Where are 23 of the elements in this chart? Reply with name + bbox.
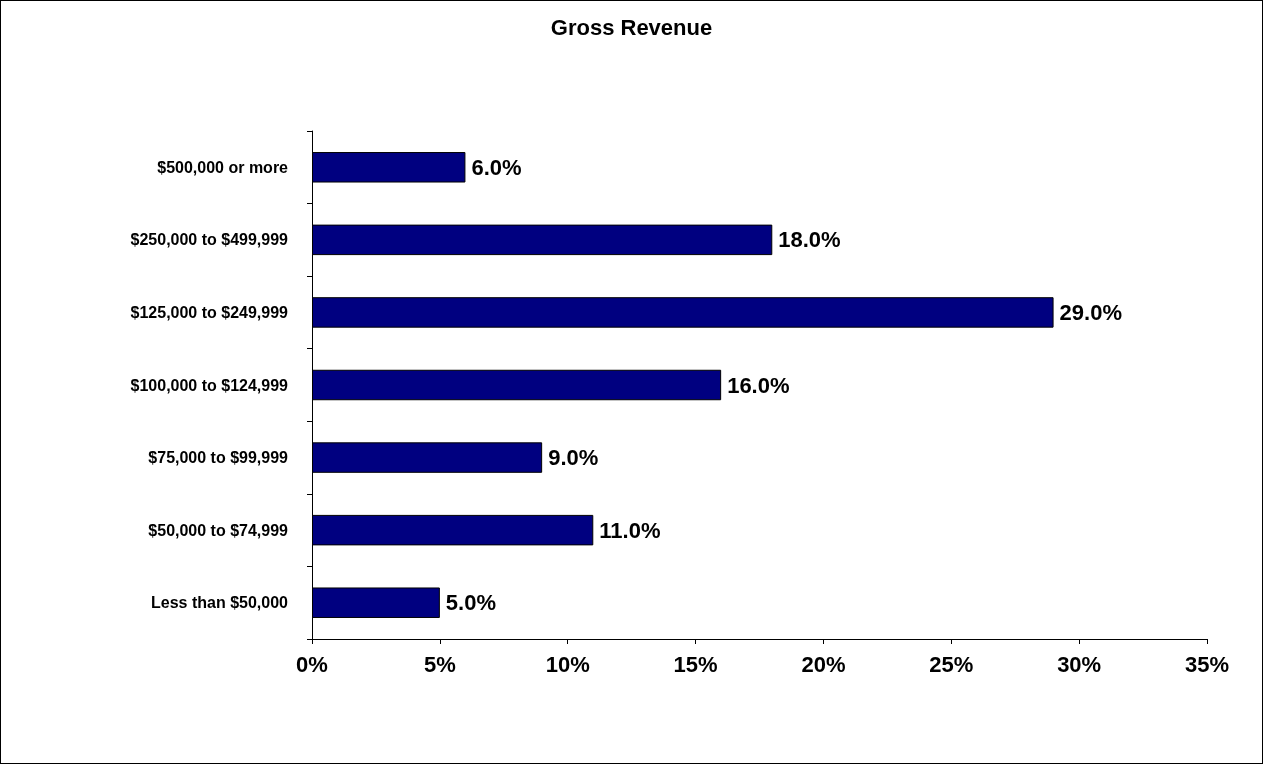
x-tick-label: 35% — [1184, 651, 1230, 677]
y-tick-label: $500,000 or more — [157, 158, 289, 176]
data-label: 11.0% — [599, 517, 661, 543]
y-tick-label: $50,000 to $74,999 — [148, 521, 289, 539]
data-label: 9.0% — [548, 445, 599, 471]
data-label: 6.0% — [471, 154, 522, 180]
y-tick-label: Less than $50,000 — [151, 594, 289, 612]
chart-title: Gross Revenue — [550, 14, 713, 40]
data-label: 18.0% — [778, 227, 841, 253]
y-tick-label: $100,000 to $124,999 — [130, 376, 289, 394]
y-tick-label: $250,000 to $499,999 — [130, 231, 289, 249]
x-tick-label: 5% — [423, 651, 456, 677]
y-tick-label: $125,000 to $249,999 — [130, 303, 289, 321]
data-label: 16.0% — [727, 372, 790, 398]
x-tick-label: 0% — [296, 651, 328, 677]
x-tick-label: 30% — [1057, 651, 1102, 677]
data-label: 5.0% — [445, 590, 497, 616]
x-tick-label: 20% — [801, 651, 846, 677]
x-tick-label: 15% — [673, 651, 718, 677]
y-tick-label: $75,000 to $99,999 — [148, 449, 289, 467]
x-tick-label: 10% — [545, 651, 590, 677]
data-label: 29.0% — [1059, 299, 1122, 325]
x-tick-label: 25% — [929, 651, 974, 677]
